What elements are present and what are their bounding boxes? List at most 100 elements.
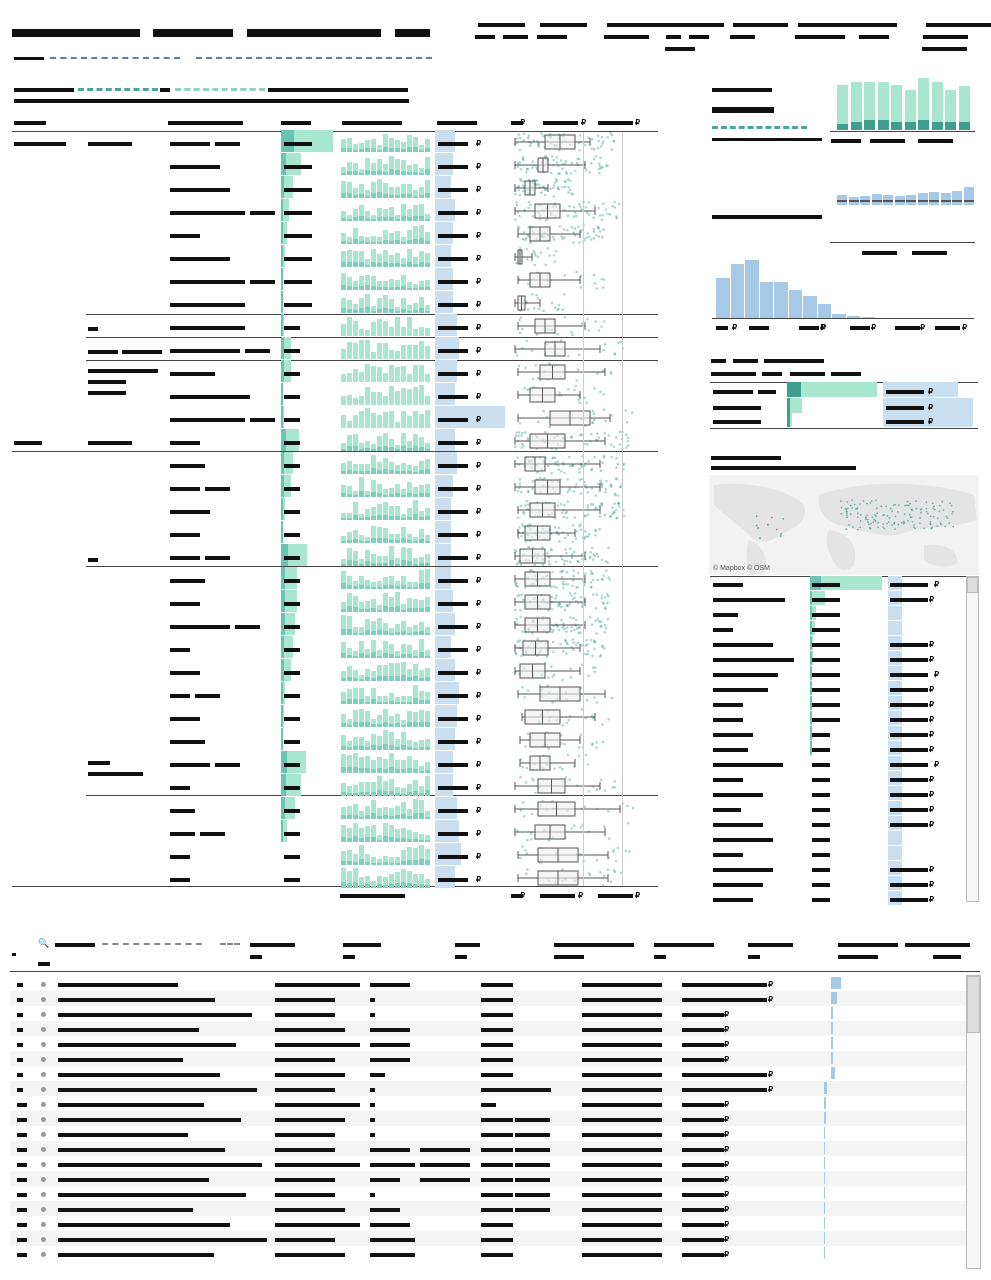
hist-bar-dark (389, 286, 394, 290)
hist-bar (371, 479, 376, 497)
hist-bar-dark (377, 192, 382, 198)
dot-icon (41, 997, 46, 1002)
scrollbar[interactable] (966, 576, 979, 902)
dot-icon (41, 1177, 46, 1182)
sparkline-hist (341, 682, 430, 704)
hist-bar-dark (359, 518, 364, 520)
hist-bar-dark (395, 793, 400, 796)
hist-bar (395, 350, 400, 359)
currency-symbol: ₽ (724, 1040, 730, 1049)
listing-title (58, 1118, 241, 1122)
price-boxplot (513, 177, 574, 198)
hist-bar (413, 799, 418, 819)
currency-symbol: ₽ (928, 387, 934, 396)
district (370, 1013, 375, 1017)
hist-bar-dark (425, 287, 430, 290)
share-value (284, 418, 300, 422)
column-header-link[interactable] (220, 943, 240, 947)
hist-bar-dark (365, 608, 370, 612)
sparkline-hist (341, 751, 430, 773)
currency-symbol: ₽ (476, 254, 482, 263)
currency-symbol: ₽ (732, 323, 738, 332)
price-boxplot (517, 315, 606, 337)
hist-bar (347, 512, 352, 520)
hist-bar (389, 137, 394, 152)
hist-bar-dark (359, 471, 364, 474)
hist-bar-dark (359, 816, 364, 819)
hist-bar (383, 183, 388, 198)
hist-bar-dark (413, 587, 418, 589)
hist-bar (353, 580, 358, 589)
area-value (582, 1148, 662, 1152)
scrollbar[interactable] (966, 975, 981, 1269)
hist-bar-dark (401, 445, 406, 451)
price-value (682, 998, 767, 1002)
currency-symbol: ₽ (476, 162, 482, 171)
hist-bar (353, 464, 358, 474)
table-title (711, 359, 726, 363)
column-header (748, 943, 793, 947)
share-value (284, 188, 312, 192)
hist-bar-dark (377, 815, 382, 819)
hist-bar-dark (389, 790, 394, 796)
hist-bar-dark (365, 516, 370, 520)
hist-bar-dark (347, 883, 352, 888)
hist-bar-dark (371, 745, 376, 750)
hist-bar-dark (365, 241, 370, 244)
search-icon[interactable]: 🔍 (38, 938, 50, 948)
row-label (713, 838, 773, 842)
hist-bar (401, 868, 406, 888)
currency-symbol: ₽ (724, 1100, 730, 1109)
subregion-label (88, 761, 110, 765)
hist-bar-dark (413, 655, 418, 658)
hist-bar (407, 668, 412, 681)
hist-bar-dark (407, 540, 412, 543)
price-boxplot (517, 868, 623, 887)
price-bar (435, 176, 451, 198)
volume-bar (958, 86, 970, 130)
hist-bar (341, 167, 346, 175)
scrollbar-thumb[interactable] (967, 577, 978, 593)
distribution-bar (716, 278, 730, 318)
share-value (812, 703, 840, 707)
kpi-link[interactable] (712, 126, 807, 132)
hist-bar-dark (341, 609, 346, 612)
hist-bar-dark (377, 676, 382, 681)
hist-bar (365, 579, 370, 589)
hist-bar-dark (371, 261, 376, 267)
hist-bar-dark (353, 471, 358, 474)
hist-bar-dark (347, 860, 352, 865)
currency-symbol: ₽ (928, 417, 934, 426)
subtitle-link[interactable] (196, 57, 432, 61)
listing-address (275, 1208, 345, 1212)
district (370, 1193, 375, 1197)
hist-bar (425, 710, 430, 727)
currency-symbol: ₽ (724, 1010, 730, 1019)
hist-bar-dark (353, 607, 358, 612)
price-value (886, 420, 924, 424)
column-header-link[interactable] (102, 943, 202, 947)
hist-bar-dark (401, 860, 406, 865)
hist-bar-dark (413, 859, 418, 865)
hist-bar (413, 466, 418, 474)
column-header (838, 955, 878, 959)
share-value (812, 613, 840, 617)
kpi-value (712, 107, 774, 113)
hist-bar-dark (365, 195, 370, 198)
share-bar-dark (810, 651, 812, 665)
hist-bar-dark (353, 262, 358, 267)
listing-address (275, 1238, 335, 1242)
scrollbar-thumb[interactable] (967, 976, 980, 1033)
hist-bar-dark (359, 632, 364, 635)
subtitle-link[interactable] (50, 57, 180, 61)
hist-bar-dark (395, 606, 400, 612)
hist-bar (341, 851, 346, 865)
subregion-label (88, 558, 98, 562)
share-bar-dark (281, 751, 288, 773)
hist-bar-dark (353, 814, 358, 819)
world-map[interactable] (709, 475, 979, 575)
hist-bar (425, 668, 430, 681)
hist-bar (377, 807, 382, 819)
hist-bar-dark (383, 239, 388, 244)
hist-bar (413, 226, 418, 244)
